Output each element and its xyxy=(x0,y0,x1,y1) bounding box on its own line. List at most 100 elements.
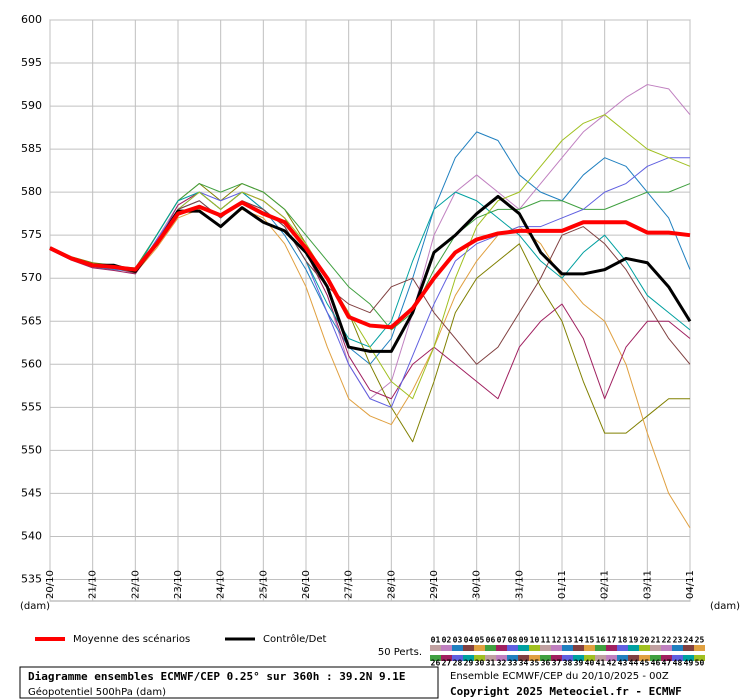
perturbation-swatch xyxy=(529,655,540,661)
perturbation-swatch xyxy=(507,655,518,661)
perturbation-swatch xyxy=(474,655,485,661)
y-tick-label: 575 xyxy=(21,228,42,241)
perturbation-swatch xyxy=(628,645,639,651)
perturbation-label: 19 xyxy=(629,636,639,645)
perturbation-label: 33 xyxy=(508,659,518,668)
perturbation-label: 32 xyxy=(497,659,507,668)
perturbation-label: 11 xyxy=(541,636,551,645)
perturbation-label: 24 xyxy=(684,636,694,645)
y-tick-label: 550 xyxy=(21,443,42,456)
perturbation-swatch xyxy=(584,645,595,651)
perturbation-label: 17 xyxy=(607,636,617,645)
x-tick-label: 27/10 xyxy=(344,570,355,599)
x-tick-label: 31/10 xyxy=(514,570,525,599)
perturbation-swatch xyxy=(452,655,463,661)
y-tick-label: 570 xyxy=(21,271,42,284)
perturbation-label: 43 xyxy=(618,659,628,668)
x-tick-label: 23/10 xyxy=(173,570,184,599)
y-tick-label: 565 xyxy=(21,314,42,327)
perturbation-swatch xyxy=(452,645,463,651)
y-tick-label: 560 xyxy=(21,357,42,370)
perturbation-label: 28 xyxy=(453,659,463,668)
perturbation-label: 02 xyxy=(442,636,452,645)
perturbation-swatch xyxy=(650,655,661,661)
x-tick-label: 21/10 xyxy=(88,570,99,599)
perturbation-swatch xyxy=(529,645,540,651)
perturbation-swatch xyxy=(617,655,628,661)
perturbation-swatch xyxy=(463,645,474,651)
perturbation-swatch xyxy=(518,655,529,661)
footer-run: Ensemble ECMWF/CEP du 20/10/2025 - 00Z xyxy=(450,671,669,682)
y-tick-label: 540 xyxy=(21,529,42,542)
perturbation-swatch xyxy=(562,655,573,661)
perturbation-label: 34 xyxy=(519,659,529,668)
x-tick-label: 29/10 xyxy=(429,570,440,599)
perturbation-swatch xyxy=(694,645,705,651)
y-tick-label: 585 xyxy=(21,142,42,155)
y-tick-label: 555 xyxy=(21,400,42,413)
x-tick-label: 26/10 xyxy=(301,570,312,599)
perturbation-swatch xyxy=(463,655,474,661)
perturbation-label: 14 xyxy=(574,636,584,645)
x-tick-label: 24/10 xyxy=(216,570,227,599)
perturbation-label: 10 xyxy=(530,636,540,645)
footer-subtitle: Géopotentiel 500hPa (dam) xyxy=(28,686,166,698)
perturbation-label: 45 xyxy=(640,659,650,668)
perturbation-line xyxy=(49,208,691,529)
perturbation-label: 12 xyxy=(552,636,562,645)
x-tick-label: 04/11 xyxy=(685,570,696,599)
perturbation-label: 08 xyxy=(508,636,518,645)
perturbation-swatch xyxy=(430,655,441,661)
perturbation-label: 01 xyxy=(431,636,441,645)
perturbation-label: 13 xyxy=(563,636,573,645)
perturbation-line xyxy=(49,157,690,408)
legend-label: Contrôle/Det xyxy=(263,633,327,645)
perturbation-swatch xyxy=(441,645,452,651)
perturbation-swatch xyxy=(573,655,584,661)
perturbation-label: 37 xyxy=(552,659,562,668)
perturbation-swatch xyxy=(672,645,683,651)
x-tick-label: 28/10 xyxy=(386,570,397,599)
perturbation-label: 23 xyxy=(673,636,683,645)
perturbation-swatch xyxy=(441,655,452,661)
x-tick-label: 30/10 xyxy=(472,570,483,599)
perturbation-swatch xyxy=(584,655,595,661)
perturbation-label: 04 xyxy=(464,636,474,645)
perturbation-title: 50 Perts. xyxy=(378,647,422,658)
perturbation-swatch xyxy=(595,655,606,661)
perturbation-swatch xyxy=(518,645,529,651)
x-tick-label: 02/11 xyxy=(600,570,611,599)
footer-copyright: Copyright 2025 Meteociel.fr - ECMWF xyxy=(450,685,682,698)
perturbation-label: 09 xyxy=(519,636,529,645)
perturbation-swatch xyxy=(617,645,628,651)
perturbation-swatch xyxy=(606,645,617,651)
y-tick-label: 595 xyxy=(21,56,42,69)
perturbation-swatch xyxy=(661,655,672,661)
perturbation-swatch xyxy=(485,655,496,661)
perturbation-label: 42 xyxy=(607,659,617,668)
plot-area xyxy=(49,19,691,602)
perturbation-label: 49 xyxy=(684,659,694,668)
perturbation-label: 31 xyxy=(486,659,496,668)
perturbation-swatch xyxy=(683,655,694,661)
y-tick-label: 535 xyxy=(21,572,42,585)
perturbation-label: 29 xyxy=(464,659,474,668)
perturbation-label: 20 xyxy=(640,636,650,645)
perturbation-label: 44 xyxy=(629,659,639,668)
perturbation-label: 30 xyxy=(475,659,485,668)
perturbation-label: 47 xyxy=(662,659,672,668)
perturbation-swatch xyxy=(496,645,507,651)
y-tick-label: 600 xyxy=(21,13,42,26)
perturbation-swatch xyxy=(661,645,672,651)
series-line xyxy=(49,200,691,330)
x-tick-label: 03/11 xyxy=(642,570,653,599)
x-tick-label: 22/10 xyxy=(130,570,141,599)
perturbation-label: 26 xyxy=(431,659,441,668)
perturbation-label: 48 xyxy=(673,659,683,668)
perturbation-swatch xyxy=(628,655,639,661)
perturbation-swatch xyxy=(573,645,584,651)
y-tick-label: 545 xyxy=(21,486,42,499)
perturbation-swatch xyxy=(430,645,441,651)
perturbation-swatch xyxy=(507,645,518,651)
